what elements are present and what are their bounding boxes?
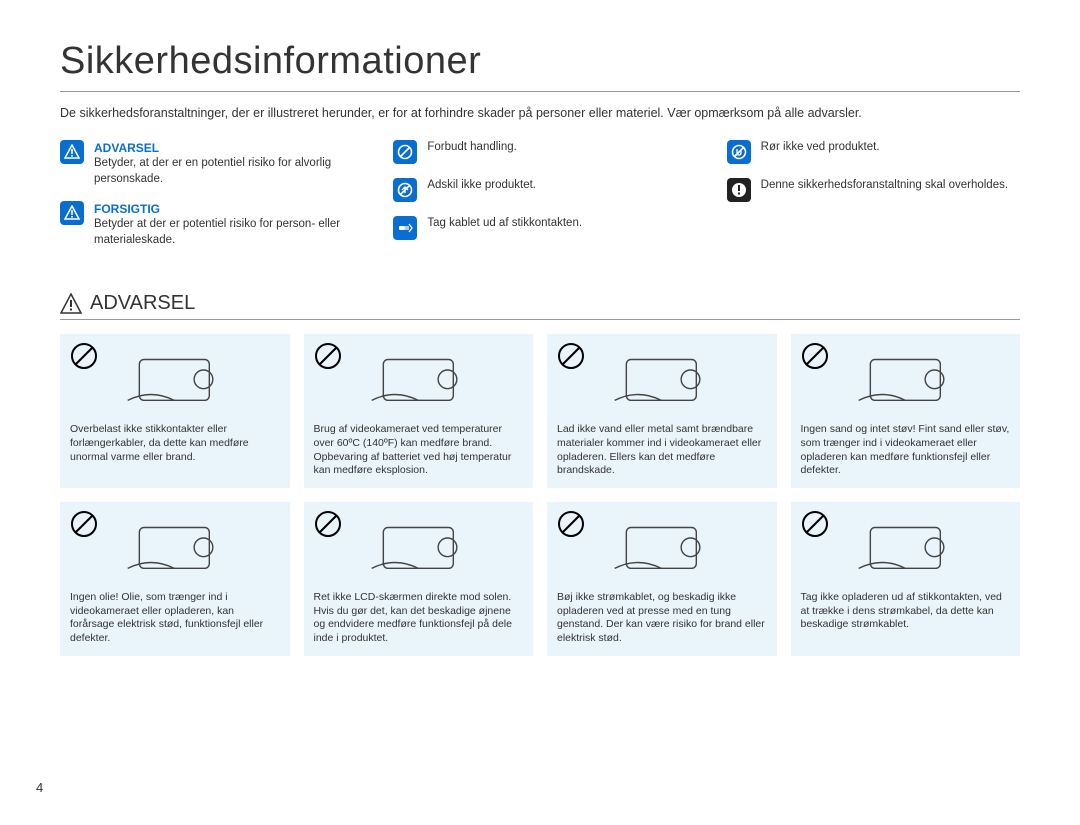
legend-text: Denne sikkerhedsforanstaltning skal over…: [761, 178, 1008, 194]
legend-description: Forbudt handling.: [427, 140, 517, 156]
illustration-hot-camera: [314, 342, 524, 412]
warning-triangle-icon: [60, 201, 84, 225]
warning-card: Overbelast ikke stikkontakter eller forl…: [60, 334, 290, 488]
card-text: Bøj ikke strømkablet, og beskadig ikke o…: [557, 591, 767, 646]
illustration-bend-cable: [557, 510, 767, 580]
section-rule: [60, 319, 1020, 320]
legend-description: Denne sikkerhedsforanstaltning skal over…: [761, 178, 1008, 194]
card-text: Ingen olie! Olie, som trænger ind i vide…: [70, 591, 280, 646]
legend-title: ADVARSEL: [94, 140, 353, 156]
warning-card: Tag ikke opladeren ud af stikkontakten, …: [791, 502, 1021, 656]
card-text: Lad ikke vand eller metal samt brændbare…: [557, 423, 767, 478]
legend-col-3: Rør ikke ved produktet. Denne sikkerhedsf…: [727, 140, 1020, 262]
warning-card: Brug af videokameraet ved temperaturer o…: [304, 334, 534, 488]
section-title: ADVARSEL: [90, 292, 195, 315]
illustration-pull-plug: [801, 510, 1011, 580]
illustration-oil: [70, 510, 280, 580]
prohibit-icon: [801, 510, 829, 538]
card-illustration: [314, 510, 524, 585]
card-text: Overbelast ikke stikkontakter eller forl…: [70, 423, 280, 464]
legend: ADVARSELBetyder, at der er en potentiel …: [60, 140, 1020, 262]
legend-description: Rør ikke ved produktet.: [761, 140, 880, 156]
legend-text: Rør ikke ved produktet.: [761, 140, 880, 156]
page-number: 4: [36, 780, 43, 795]
no-disassemble-icon: [393, 178, 417, 202]
card-illustration: [801, 510, 1011, 585]
prohibit-icon: [801, 342, 829, 370]
card-illustration: [557, 510, 767, 585]
no-touch-icon: [727, 140, 751, 164]
prohibit-icon: [557, 342, 585, 370]
card-text: Tag ikke opladeren ud af stikkontakten, …: [801, 591, 1011, 632]
illustration-water-metal: [557, 342, 767, 412]
prohibit-icon: [557, 510, 585, 538]
exclaim-icon: [727, 178, 751, 202]
legend-text: FORSIGTIGBetyder at der er potentiel ris…: [94, 201, 353, 248]
legend-text: ADVARSELBetyder, at der er en potentiel …: [94, 140, 353, 187]
legend-col-1: ADVARSELBetyder, at der er en potentiel …: [60, 140, 353, 262]
legend-row: FORSIGTIGBetyder at der er potentiel ris…: [60, 201, 353, 248]
legend-title: FORSIGTIG: [94, 201, 353, 217]
legend-row: Adskil ikke produktet.: [393, 178, 686, 202]
warning-card: Ingen olie! Olie, som trænger ind i vide…: [60, 502, 290, 656]
legend-description: Tag kablet ud af stikkontakten.: [427, 216, 582, 232]
legend-row: ADVARSELBetyder, at der er en potentiel …: [60, 140, 353, 187]
card-illustration: [557, 342, 767, 417]
card-illustration: [70, 510, 280, 585]
prohibit-icon: [70, 510, 98, 538]
intro-text: De sikkerhedsforanstaltninger, der er il…: [60, 106, 1020, 120]
card-illustration: [70, 342, 280, 417]
page-title: Sikkerhedsinformationer: [60, 40, 1020, 83]
prohibit-icon: [70, 342, 98, 370]
section-header-advarsel: ADVARSEL: [60, 292, 1020, 315]
warning-card: Ingen sand og intet støv! Fint sand elle…: [791, 334, 1021, 488]
unplug-icon: [393, 216, 417, 240]
prohibit-icon: [393, 140, 417, 164]
legend-row: Forbudt handling.: [393, 140, 686, 164]
card-text: Ret ikke LCD-skærmen direkte mod solen. …: [314, 591, 524, 646]
card-grid-row2: Ingen olie! Olie, som trænger ind i vide…: [60, 502, 1020, 656]
legend-row: Tag kablet ud af stikkontakten.: [393, 216, 686, 240]
illustration-sand-dust: [801, 342, 1011, 412]
legend-row: Rør ikke ved produktet.: [727, 140, 1020, 164]
card-illustration: [314, 342, 524, 417]
card-grid-row1: Overbelast ikke stikkontakter eller forl…: [60, 334, 1020, 488]
title-rule: [60, 91, 1020, 92]
legend-col-2: Forbudt handling. Adskil ikke produktet. T…: [393, 140, 686, 262]
warning-card: Ret ikke LCD-skærmen direkte mod solen. …: [304, 502, 534, 656]
legend-text: Tag kablet ud af stikkontakten.: [427, 216, 582, 232]
warning-card: Bøj ikke strømkablet, og beskadig ikke o…: [547, 502, 777, 656]
prohibit-icon: [314, 342, 342, 370]
card-illustration: [801, 342, 1011, 417]
warning-triangle-icon: [60, 140, 84, 164]
illustration-overload-plug: [70, 342, 280, 412]
illustration-sun-lcd: [314, 510, 524, 580]
legend-text: Adskil ikke produktet.: [427, 178, 536, 194]
legend-text: Forbudt handling.: [427, 140, 517, 156]
card-text: Brug af videokameraet ved temperaturer o…: [314, 423, 524, 478]
legend-description: Adskil ikke produktet.: [427, 178, 536, 194]
legend-description: Betyder, at der er en potentiel risiko f…: [94, 156, 353, 187]
warning-card: Lad ikke vand eller metal samt brændbare…: [547, 334, 777, 488]
warning-icon: [60, 293, 82, 315]
prohibit-icon: [314, 510, 342, 538]
legend-description: Betyder at der er potentiel risiko for p…: [94, 217, 353, 248]
legend-row: Denne sikkerhedsforanstaltning skal over…: [727, 178, 1020, 202]
card-text: Ingen sand og intet støv! Fint sand elle…: [801, 423, 1011, 478]
